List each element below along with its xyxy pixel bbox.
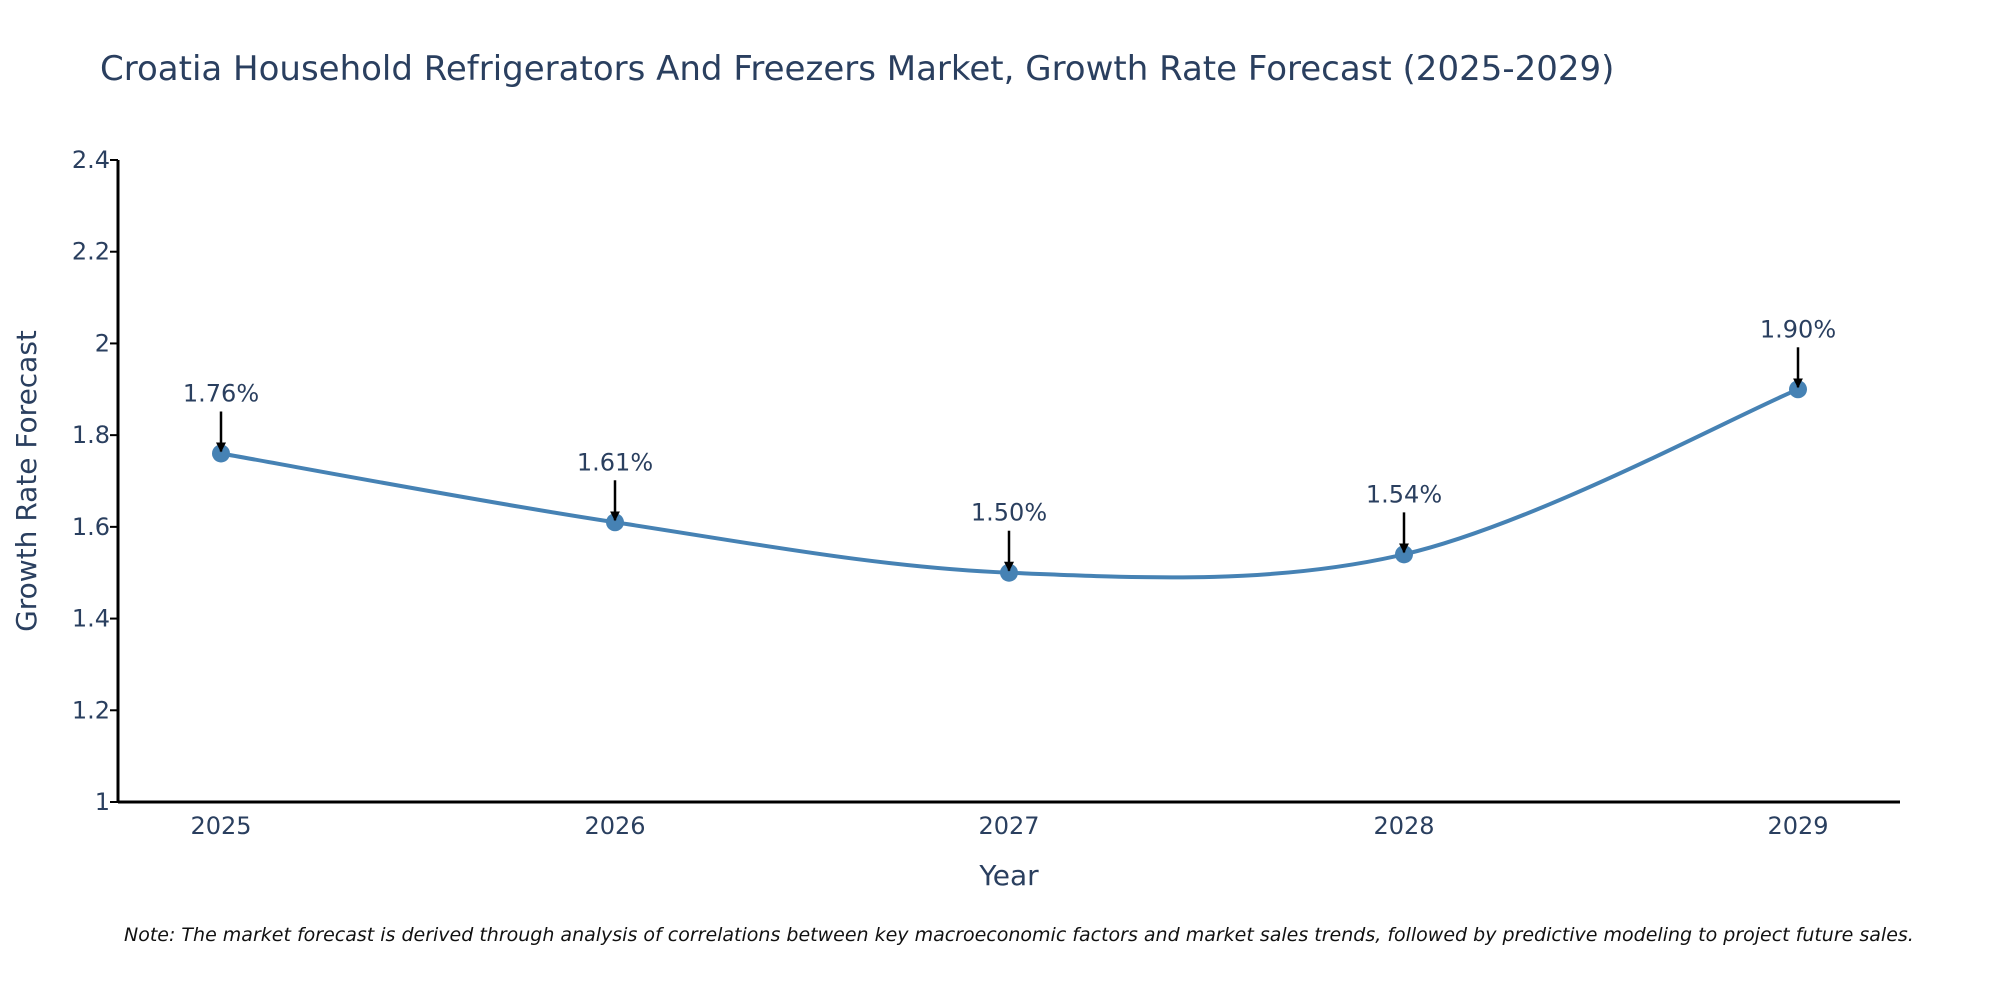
x-tick-label: 2027 [978,812,1039,840]
chart-title: Croatia Household Refrigerators And Free… [100,49,1614,89]
data-annotations: 1.76% 1.61% 1.50% 1.54% 1.90% [183,315,1836,572]
data-label: 1.76% [183,379,259,407]
y-tick-label: 1.8 [72,421,110,449]
y-tick-label: 2.4 [72,146,110,174]
footnote: Note: The market forecast is derived thr… [124,924,1914,946]
y-tick-label: 1.4 [72,605,110,633]
y-tick-label: 1 [95,788,110,816]
data-label: 1.54% [1366,480,1442,508]
x-tick-label: 2028 [1373,812,1434,840]
y-tick-label: 2 [95,329,110,357]
y-tick-label: 2.2 [72,238,110,266]
data-label: 1.61% [577,448,653,476]
x-axis-title: Year [978,859,1039,892]
y-tick-label: 1.6 [72,513,110,541]
data-label: 1.50% [971,499,1047,527]
y-axis-ticks: 1 1.2 1.4 1.6 1.8 2 2.2 2.4 [72,146,118,816]
x-tick-label: 2026 [584,812,645,840]
x-tick-label: 2029 [1767,812,1828,840]
x-tick-label: 2025 [190,812,251,840]
data-label: 1.90% [1760,315,1836,343]
y-axis-title: Growth Rate Forecast [10,330,43,632]
y-tick-label: 1.2 [72,696,110,724]
x-axis-ticks: 2025 2026 2027 2028 2029 [190,812,1828,840]
